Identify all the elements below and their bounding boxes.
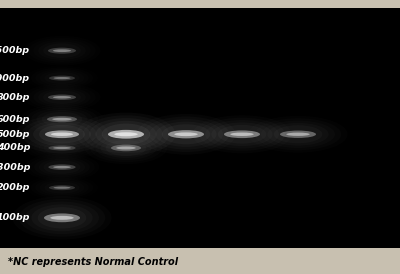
Text: 1000bp: 1000bp xyxy=(0,74,30,82)
Ellipse shape xyxy=(286,133,310,136)
Bar xyxy=(0,8,400,248)
Ellipse shape xyxy=(48,48,76,54)
Ellipse shape xyxy=(89,118,163,150)
Text: 200bp: 200bp xyxy=(0,183,30,192)
Text: Father: Father xyxy=(170,10,202,19)
Ellipse shape xyxy=(108,130,144,139)
Ellipse shape xyxy=(38,207,86,229)
Ellipse shape xyxy=(48,95,76,100)
Text: 500bp: 500bp xyxy=(0,130,30,139)
Ellipse shape xyxy=(168,130,204,138)
Ellipse shape xyxy=(224,130,260,138)
Ellipse shape xyxy=(39,125,85,144)
Ellipse shape xyxy=(50,216,74,220)
Text: NC*: NC* xyxy=(289,10,307,19)
Ellipse shape xyxy=(155,122,217,147)
Ellipse shape xyxy=(47,116,77,122)
Ellipse shape xyxy=(53,166,71,168)
Text: 300bp: 300bp xyxy=(0,163,30,172)
Ellipse shape xyxy=(54,187,70,189)
Ellipse shape xyxy=(114,132,138,136)
Ellipse shape xyxy=(52,118,72,121)
Ellipse shape xyxy=(48,164,76,170)
Ellipse shape xyxy=(42,112,82,127)
Ellipse shape xyxy=(211,122,273,146)
Text: Marker: Marker xyxy=(45,10,79,19)
Ellipse shape xyxy=(280,130,316,138)
Ellipse shape xyxy=(53,96,71,98)
Ellipse shape xyxy=(106,140,146,156)
Text: Proband: Proband xyxy=(106,10,146,19)
Ellipse shape xyxy=(44,213,80,222)
Ellipse shape xyxy=(102,124,150,145)
Ellipse shape xyxy=(49,185,75,190)
Ellipse shape xyxy=(116,147,136,149)
Text: 800bp: 800bp xyxy=(0,93,30,102)
Text: 400bp: 400bp xyxy=(0,144,30,152)
Ellipse shape xyxy=(96,121,157,148)
Ellipse shape xyxy=(53,147,71,149)
Ellipse shape xyxy=(274,125,322,143)
Ellipse shape xyxy=(33,122,91,146)
Ellipse shape xyxy=(49,76,75,81)
Ellipse shape xyxy=(48,145,76,150)
Text: 1500bp: 1500bp xyxy=(0,46,30,55)
Ellipse shape xyxy=(174,132,198,136)
Ellipse shape xyxy=(218,125,266,144)
Text: 100bp: 100bp xyxy=(0,213,30,222)
Ellipse shape xyxy=(51,133,73,136)
Ellipse shape xyxy=(45,130,79,138)
Ellipse shape xyxy=(111,145,141,151)
Text: Mather: Mather xyxy=(224,10,260,19)
Ellipse shape xyxy=(53,49,71,52)
Ellipse shape xyxy=(230,133,254,136)
Ellipse shape xyxy=(54,77,70,79)
Text: Blank: Blank xyxy=(344,10,372,19)
Ellipse shape xyxy=(31,204,93,231)
Text: *NC represents Normal Control: *NC represents Normal Control xyxy=(8,257,178,267)
Text: 600bp: 600bp xyxy=(0,115,30,124)
Ellipse shape xyxy=(162,124,210,144)
